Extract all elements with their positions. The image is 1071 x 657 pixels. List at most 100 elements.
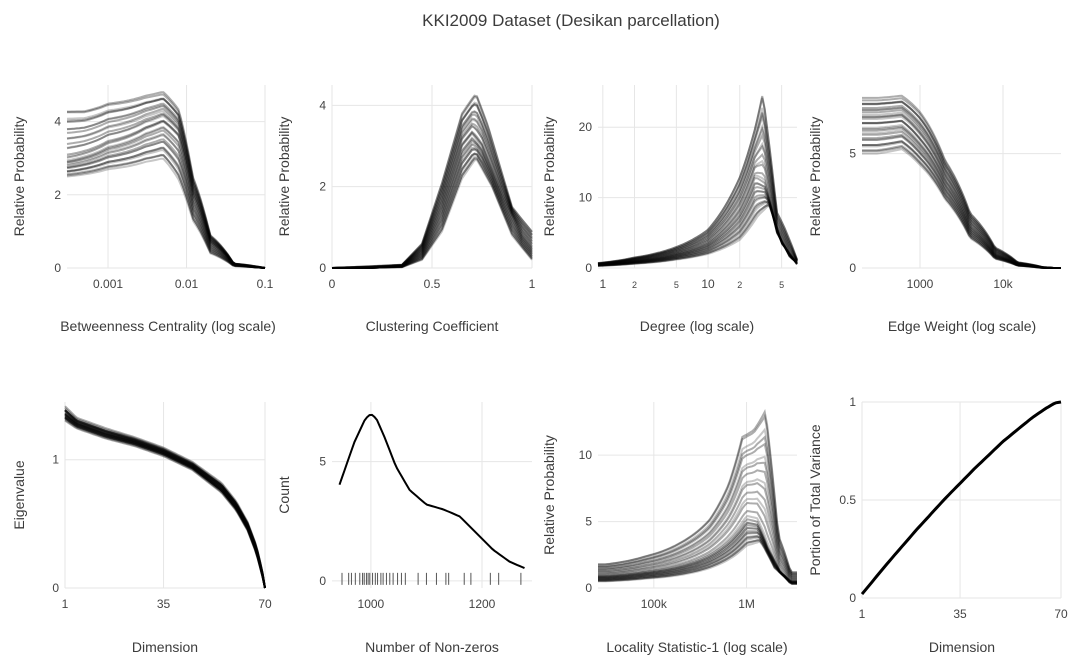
x-axis-label: Degree (log scale) <box>640 318 754 334</box>
subject-line <box>66 104 266 269</box>
y-tick-label: 10 <box>579 448 593 462</box>
subject-line <box>598 514 797 582</box>
subject-line <box>66 110 266 269</box>
y-tick-label: 5 <box>849 147 856 161</box>
subject-line <box>598 539 797 585</box>
subject-line <box>598 469 797 578</box>
subject-line <box>66 119 266 269</box>
subject-line <box>66 147 266 269</box>
subject-line <box>332 148 533 269</box>
subject-line <box>332 125 533 269</box>
subject-line <box>862 133 1061 269</box>
subject-line <box>597 203 798 267</box>
subject-line <box>598 455 797 577</box>
subject-line <box>64 415 266 589</box>
x-axis-label: Number of Non-zeros <box>365 639 499 655</box>
subject-line <box>862 148 1061 269</box>
y-tick-label: 0.5 <box>839 493 856 507</box>
subject-line <box>862 119 1061 269</box>
subject-line <box>332 136 533 269</box>
subject-line <box>598 518 797 583</box>
subject-line <box>332 137 533 269</box>
subject-line <box>64 409 266 589</box>
subject-line <box>332 122 533 269</box>
subject-line <box>598 540 797 585</box>
subject-line <box>64 413 266 589</box>
subject-line <box>862 113 1061 269</box>
subject-line <box>597 163 798 266</box>
subject-line <box>597 177 798 266</box>
y-tick-label: 2 <box>54 188 61 202</box>
subject-line <box>332 130 533 269</box>
subject-line <box>862 106 1061 269</box>
y-axis-label: Relative Probability <box>541 117 557 237</box>
subject-line <box>64 415 266 589</box>
y-tick-label: 4 <box>319 98 326 112</box>
subject-line <box>597 132 798 265</box>
subject-line <box>64 417 266 589</box>
subject-line <box>862 101 1061 269</box>
subject-line <box>862 104 1061 269</box>
subject-line <box>598 413 797 574</box>
x-tick-label: 35 <box>953 607 967 621</box>
subject-line <box>66 98 266 269</box>
subject-line <box>862 115 1061 269</box>
subject-line <box>64 405 266 589</box>
subject-line <box>862 144 1061 269</box>
subject-line <box>64 419 266 589</box>
x-tick-label: 1200 <box>469 597 496 611</box>
subject-line <box>597 95 798 265</box>
subject-line <box>331 95 533 269</box>
subject-line <box>597 112 798 265</box>
subject-line <box>64 417 266 589</box>
x-axis-label: Edge Weight (log scale) <box>888 318 1036 334</box>
subject-line <box>332 143 533 269</box>
x-tick-label: 5 <box>674 280 679 290</box>
x-axis-label: Dimension <box>929 639 995 655</box>
subject-line <box>597 186 798 266</box>
subject-line <box>598 530 797 584</box>
chart-betweenness: 0.001 0.01 0.1 0 2 4 Betweenness Centrality (l… <box>11 85 276 334</box>
subject-line <box>598 461 797 577</box>
subject-line <box>64 416 266 589</box>
subject-line <box>598 435 797 575</box>
subject-line <box>598 521 797 583</box>
subject-line <box>331 94 533 269</box>
chart-degree: 1 2 5 10 2 5 0 10 20 Degree (log scale) Relative P… <box>541 85 798 334</box>
subject-line <box>64 417 266 589</box>
subject-line <box>597 123 798 265</box>
subject-line <box>332 147 533 269</box>
subject-line <box>598 409 797 574</box>
subject-line <box>66 113 266 269</box>
subject-line <box>331 103 533 269</box>
subject-line <box>597 200 798 267</box>
subject-line <box>64 407 266 589</box>
x-axis-label: Clustering Coefficient <box>366 318 499 334</box>
subject-line <box>862 97 1061 269</box>
subject-line <box>862 125 1061 269</box>
y-tick-label: 5 <box>319 455 326 469</box>
subject-line <box>598 490 797 580</box>
subject-line <box>862 106 1061 269</box>
subject-line <box>64 414 266 589</box>
subject-line <box>597 182 798 266</box>
chart-locality: 100k 1M 0 5 10 Locality Statistic-1 (log scal… <box>541 402 797 655</box>
subject-line <box>598 442 797 576</box>
subject-line <box>64 412 266 589</box>
subject-line <box>64 413 266 589</box>
subject-line <box>64 409 266 589</box>
x-tick-label: 1 <box>62 597 69 611</box>
subject-line <box>597 152 798 266</box>
subject-line <box>598 532 797 584</box>
subject-line <box>331 103 533 269</box>
subject-line <box>332 147 533 269</box>
subject-line <box>66 149 266 269</box>
subject-line <box>66 112 266 269</box>
subject-line <box>332 158 533 269</box>
subject-line <box>598 535 797 585</box>
subject-line <box>597 141 798 265</box>
subject-line <box>64 413 266 589</box>
x-tick-label: 2 <box>632 280 637 290</box>
